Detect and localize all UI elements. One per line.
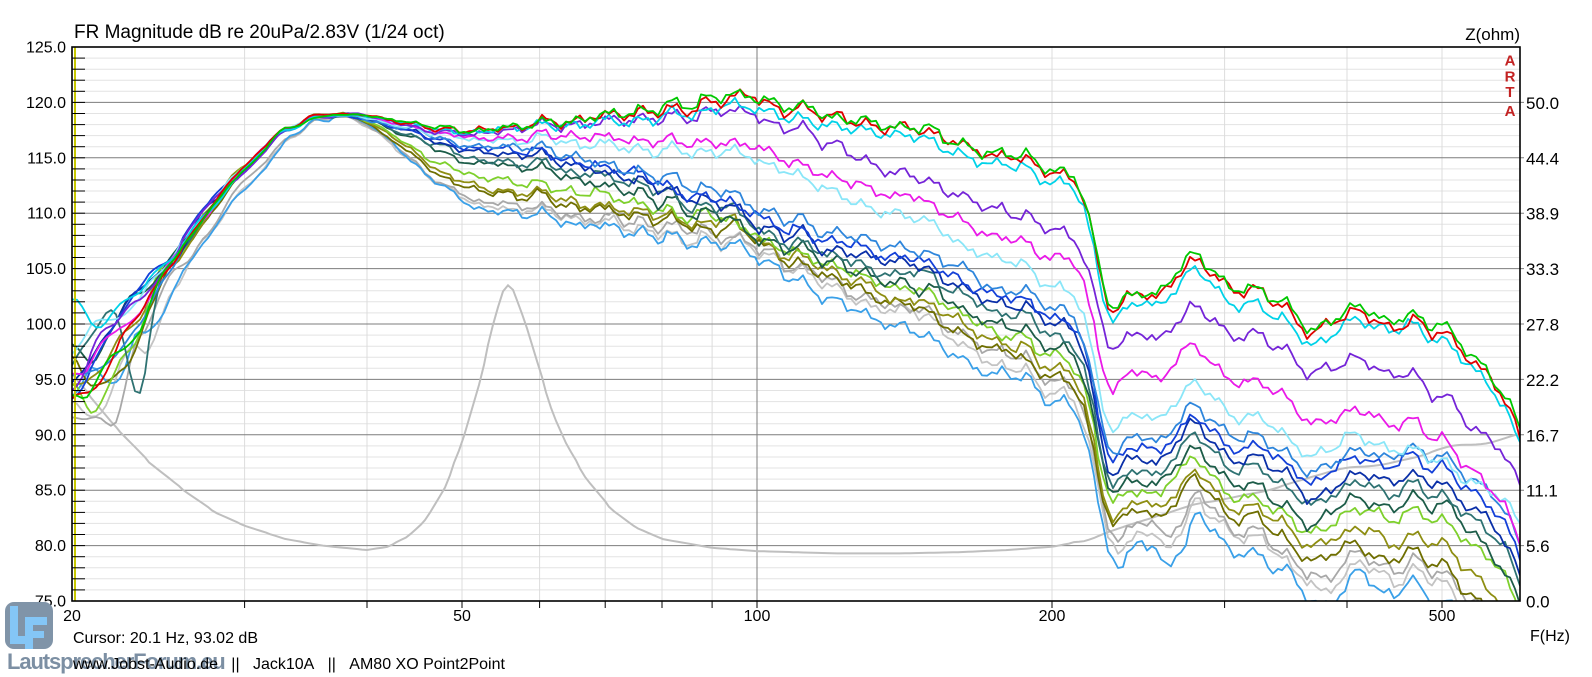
svg-text:LautsprecherForum.eu: LautsprecherForum.eu xyxy=(7,649,225,674)
svg-text:100: 100 xyxy=(744,608,771,625)
svg-text:125.0: 125.0 xyxy=(26,40,66,57)
svg-text:A: A xyxy=(1505,103,1516,120)
svg-text:22.2: 22.2 xyxy=(1526,371,1559,390)
svg-text:38.9: 38.9 xyxy=(1526,205,1559,224)
svg-text:www.Jobst-Audio.de || Jack: www.Jobst-Audio.de || Jack10A || AM80 XO… xyxy=(72,656,505,673)
svg-text:200: 200 xyxy=(1039,608,1066,625)
svg-text:Cursor: 20.1 Hz, 93.02 dB: Cursor: 20.1 Hz, 93.02 dB xyxy=(73,630,258,647)
svg-text:0.0: 0.0 xyxy=(1526,593,1550,612)
svg-text:33.3: 33.3 xyxy=(1526,260,1559,279)
svg-text:FR Magnitude dB re 20uPa/2.83V: FR Magnitude dB re 20uPa/2.83V (1/24 oct… xyxy=(74,22,445,43)
svg-text:105.0: 105.0 xyxy=(26,261,66,278)
svg-text:5.6: 5.6 xyxy=(1526,537,1550,556)
svg-text:A: A xyxy=(1505,53,1516,70)
svg-text:110.0: 110.0 xyxy=(27,206,66,223)
svg-text:100.0: 100.0 xyxy=(26,317,66,334)
svg-text:50.0: 50.0 xyxy=(1526,94,1559,113)
svg-text:R: R xyxy=(1505,69,1516,86)
svg-text:120.0: 120.0 xyxy=(26,95,66,112)
svg-text:20: 20 xyxy=(63,608,81,625)
svg-text:500: 500 xyxy=(1429,608,1456,625)
svg-text:85.0: 85.0 xyxy=(35,483,66,500)
svg-text:11.1: 11.1 xyxy=(1526,482,1558,501)
svg-text:44.4: 44.4 xyxy=(1526,149,1559,168)
svg-text:F(Hz): F(Hz) xyxy=(1530,628,1570,645)
svg-text:27.8: 27.8 xyxy=(1526,316,1559,335)
svg-text:95.0: 95.0 xyxy=(35,372,66,389)
svg-text:T: T xyxy=(1505,84,1514,101)
svg-text:Z(ohm): Z(ohm) xyxy=(1465,25,1520,44)
svg-text:90.0: 90.0 xyxy=(35,427,66,444)
svg-text:16.7: 16.7 xyxy=(1526,426,1559,445)
svg-text:80.0: 80.0 xyxy=(35,538,66,555)
svg-text:50: 50 xyxy=(453,608,471,625)
svg-text:115.0: 115.0 xyxy=(27,150,66,167)
